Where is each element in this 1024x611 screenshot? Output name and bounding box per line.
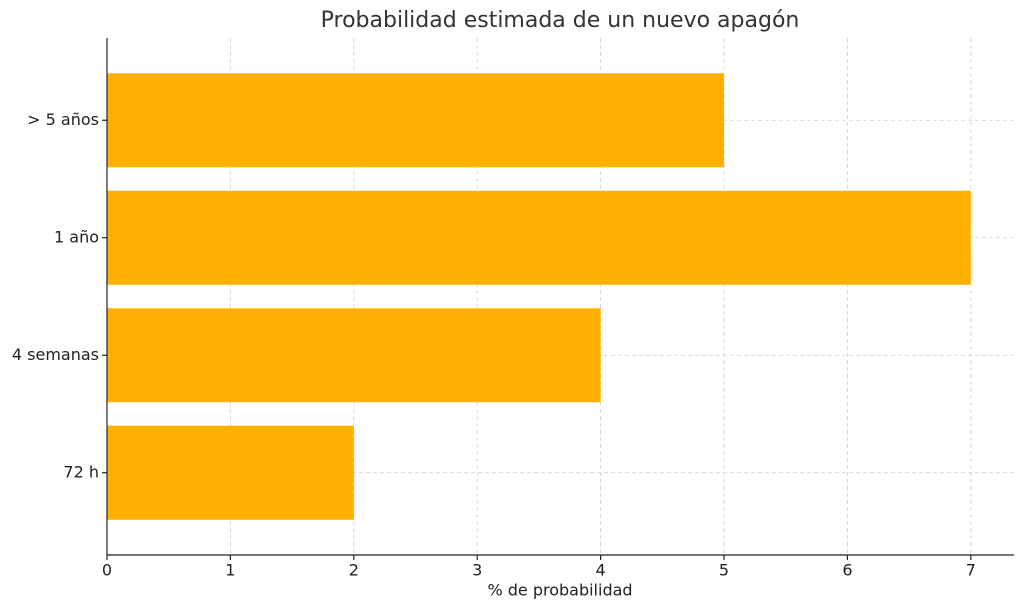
x-tick-label: 6	[842, 561, 852, 580]
x-tick-label: 7	[966, 561, 976, 580]
chart-title: Probabilidad estimada de un nuevo apagón	[321, 8, 800, 33]
x-tick-label: 1	[225, 561, 235, 580]
y-tick-label: 4 semanas	[12, 345, 99, 364]
x-tick-label: 3	[472, 561, 482, 580]
bar	[107, 308, 601, 403]
x-axis-label: % de probabilidad	[487, 581, 632, 600]
y-tick-label: > 5 años	[27, 110, 99, 129]
x-tick-label: 4	[596, 561, 606, 580]
y-tick-label: 72 h	[63, 462, 99, 481]
x-tick-label: 2	[349, 561, 359, 580]
bar	[107, 73, 725, 168]
bar	[107, 425, 354, 520]
x-tick-label: 0	[102, 561, 112, 580]
bar	[107, 190, 971, 285]
x-tick-label: 5	[719, 561, 729, 580]
y-tick-label: 1 año	[54, 227, 99, 246]
